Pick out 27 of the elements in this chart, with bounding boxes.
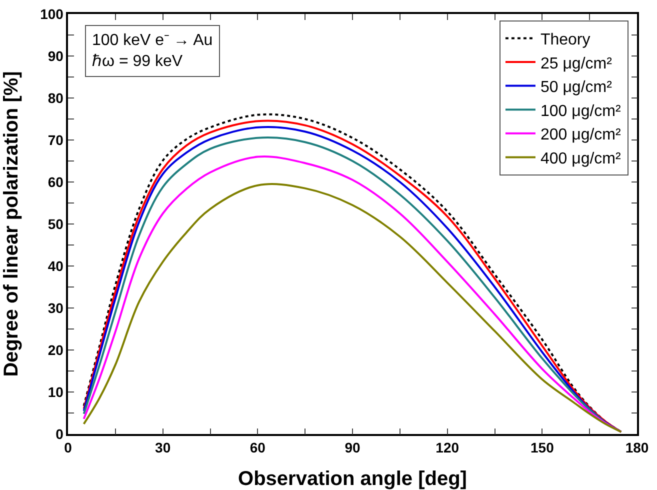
legend-label: 25 μg/cm² xyxy=(540,55,613,72)
y-tick-label: 40 xyxy=(48,258,64,274)
x-axis-title: Observation angle [deg] xyxy=(238,468,467,490)
x-tick-label: 180 xyxy=(625,440,649,456)
y-tick-label: 0 xyxy=(56,426,64,442)
legend-label: Theory xyxy=(540,31,590,48)
x-tick-label: 90 xyxy=(344,440,360,456)
x-tick-label: 30 xyxy=(155,440,171,456)
y-tick-label: 60 xyxy=(48,174,64,190)
legend-label: 200 μg/cm² xyxy=(540,126,622,144)
y-tick-label: 80 xyxy=(48,90,64,106)
y-tick-label: 50 xyxy=(48,216,64,232)
y-tick-label: 30 xyxy=(48,300,64,316)
y-tick-label: 90 xyxy=(48,48,64,64)
y-axis-title: Degree of linear polarization [%] xyxy=(0,71,22,377)
legend-label: 400 μg/cm² xyxy=(540,150,622,168)
legend-label: 100 μg/cm² xyxy=(540,102,622,120)
x-tick-label: 120 xyxy=(436,440,460,456)
y-tick-label: 20 xyxy=(48,342,64,358)
y-tick-label: 100 xyxy=(40,6,64,22)
x-tick-label: 60 xyxy=(250,440,266,456)
y-tick-label: 10 xyxy=(48,384,64,400)
legend-label: 50 μg/cm² xyxy=(540,79,613,96)
annotation: ℏω = 99 keV xyxy=(92,52,183,70)
annotation: 100 keV e⁻ → Au xyxy=(92,32,213,49)
y-tick-label: 70 xyxy=(48,132,64,148)
x-tick-label: 150 xyxy=(530,440,554,456)
